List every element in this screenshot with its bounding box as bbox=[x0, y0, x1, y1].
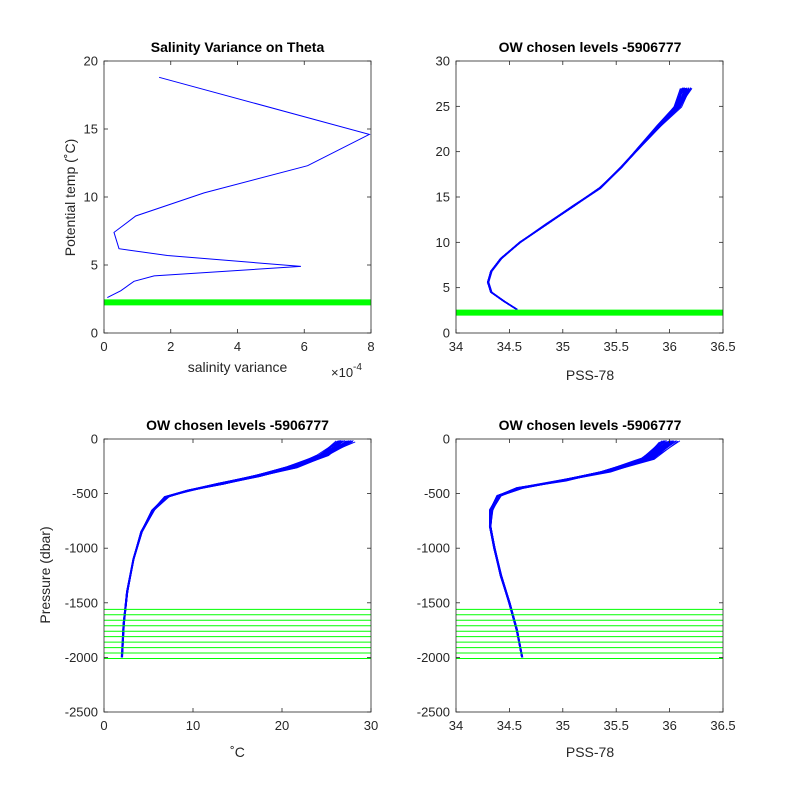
axes-box bbox=[103, 438, 372, 713]
y-tick-label: 15 bbox=[84, 122, 98, 137]
plot-title: Salinity Variance on Theta bbox=[151, 39, 325, 55]
y-tick-label: 10 bbox=[436, 235, 450, 250]
x-tick-label: 30 bbox=[364, 718, 378, 733]
y-axis-label: Potential temp (˚C) bbox=[62, 139, 78, 256]
y-tick-label: 15 bbox=[436, 190, 450, 205]
x-axis-label: salinity variance bbox=[188, 359, 288, 375]
x-axis-label: PSS-78 bbox=[566, 367, 614, 383]
plot-title: OW chosen levels -5906777 bbox=[499, 39, 682, 55]
y-tick-label: 0 bbox=[91, 432, 98, 447]
y-tick-label: -1000 bbox=[417, 541, 450, 556]
profile-line bbox=[121, 440, 337, 658]
x-tick-label: 4 bbox=[234, 339, 241, 354]
y-tick-label: 0 bbox=[443, 326, 450, 341]
plot-area bbox=[456, 440, 723, 659]
y-tick-label: 30 bbox=[436, 54, 450, 69]
plot-pressure-temperature: OW chosen levels -5906777 ˚C Pressure (d… bbox=[37, 417, 378, 760]
x-tick-label: 8 bbox=[367, 339, 374, 354]
x-tick-label: 34 bbox=[449, 718, 463, 733]
y-tick-label: 5 bbox=[443, 280, 450, 295]
x-tick-label: 0 bbox=[100, 718, 107, 733]
x-tick-label: 35 bbox=[556, 339, 570, 354]
x-tick-label: 6 bbox=[301, 339, 308, 354]
plot-title: OW chosen levels -5906777 bbox=[499, 417, 682, 433]
x-tick-label: 0 bbox=[100, 339, 107, 354]
x-tick-label: 35 bbox=[556, 718, 570, 733]
axes-box bbox=[455, 438, 724, 713]
y-tick-label: -1000 bbox=[65, 541, 98, 556]
profile-line bbox=[488, 87, 686, 310]
x-axis-exponent: ×10 -4 bbox=[331, 362, 362, 380]
x-tick-label: 34.5 bbox=[497, 718, 522, 733]
x-tick-label: 36 bbox=[662, 718, 676, 733]
y-tick-label: -500 bbox=[72, 486, 98, 501]
y-tick-label: 0 bbox=[91, 326, 98, 341]
x-tick-label: 10 bbox=[186, 718, 200, 733]
x-tick-label: 35.5 bbox=[604, 718, 629, 733]
plot-area bbox=[104, 76, 371, 306]
y-tick-label: -2500 bbox=[417, 705, 450, 720]
exponent-power: -4 bbox=[353, 362, 362, 373]
y-tick-label: 20 bbox=[436, 144, 450, 159]
y-tick-label: 10 bbox=[84, 190, 98, 205]
y-tick-label: -1500 bbox=[417, 595, 450, 610]
x-tick-label: 20 bbox=[275, 718, 289, 733]
x-axis-label: PSS-78 bbox=[566, 744, 614, 760]
y-tick-label: -2000 bbox=[65, 650, 98, 665]
plot-pressure-salinity: OW chosen levels -5906777 PSS-78 34 34.5 3… bbox=[417, 417, 736, 760]
y-tick-label: 0 bbox=[443, 432, 450, 447]
y-tick-label: 20 bbox=[84, 54, 98, 69]
y-tick-label: 25 bbox=[436, 99, 450, 114]
series-line bbox=[107, 76, 371, 299]
x-tick-label: 36.5 bbox=[710, 718, 735, 733]
y-tick-label: -2000 bbox=[417, 650, 450, 665]
x-tick-label: 34.5 bbox=[497, 339, 522, 354]
x-tick-label: 36 bbox=[662, 339, 676, 354]
y-tick-label: -1500 bbox=[65, 595, 98, 610]
x-tick-label: 35.5 bbox=[604, 339, 629, 354]
y-tick-label: 5 bbox=[91, 258, 98, 273]
y-tick-label: -500 bbox=[424, 486, 450, 501]
profile-line bbox=[121, 440, 352, 658]
x-tick-label: 2 bbox=[167, 339, 174, 354]
x-tick-label: 34 bbox=[449, 339, 463, 354]
plot-theta-salinity: OW chosen levels -5906777 PSS-78 34 34.5 3… bbox=[436, 39, 736, 383]
plot-area bbox=[456, 87, 723, 316]
x-axis-label: ˚C bbox=[230, 744, 245, 760]
plot-salinity-variance: Salinity Variance on Theta salinity vari… bbox=[62, 39, 375, 380]
exponent-base: ×10 bbox=[331, 365, 353, 380]
y-tick-label: -2500 bbox=[65, 705, 98, 720]
plot-area bbox=[104, 440, 371, 659]
x-tick-label: 36.5 bbox=[710, 339, 735, 354]
plot-title: OW chosen levels -5906777 bbox=[146, 417, 329, 433]
profile-line bbox=[489, 440, 667, 658]
y-axis-label: Pressure (dbar) bbox=[37, 526, 53, 623]
